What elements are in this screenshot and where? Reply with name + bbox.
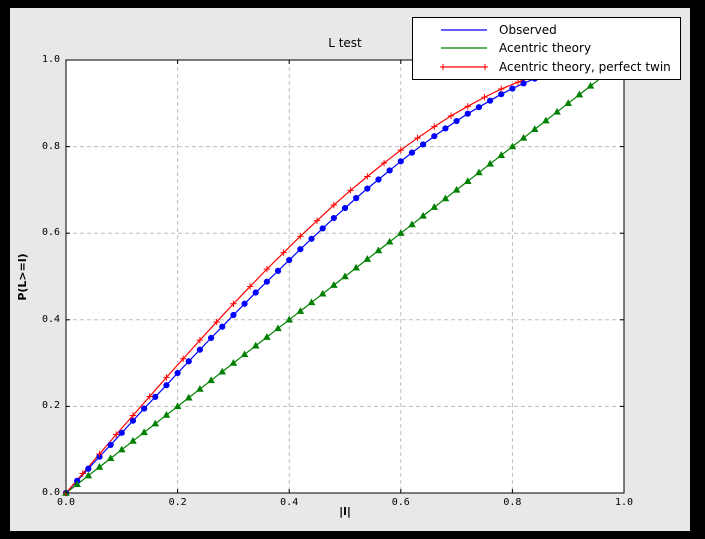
legend-label: Acentric theory <box>499 41 592 56</box>
y-tick-label: 0.4 <box>41 313 60 325</box>
chart-title: L test <box>328 36 362 50</box>
y-tick-label: 1.0 <box>41 54 60 65</box>
legend-line-sample-acentric-theory <box>441 47 487 50</box>
legend-line-sample-perfect-twin <box>440 63 488 70</box>
x-tick-label: 0.4 <box>280 497 299 508</box>
legend-item-perfect-twin: Acentric theory, perfect twin <box>413 58 680 76</box>
x-tick-label: 1.0 <box>614 497 634 508</box>
legend-item-observed: Observed <box>413 21 680 39</box>
x-tick-label: 0.6 <box>391 497 410 508</box>
x-axis-label: |l| <box>339 505 351 518</box>
x-tick-label: 0.8 <box>503 497 522 508</box>
legend-box: Observed Acentric theory Acentric theory… <box>412 17 681 80</box>
x-tick-label: 0.0 <box>56 497 76 508</box>
y-axis-label: P(L>=l) <box>16 253 29 301</box>
legend-line-sample-observed <box>441 29 487 31</box>
legend-item-acentric-theory: Acentric theory <box>413 39 680 57</box>
legend-label: Acentric theory, perfect twin <box>499 59 671 74</box>
y-tick-label: 0.6 <box>41 227 60 239</box>
y-tick-label: 0.8 <box>41 140 60 152</box>
legend-label: Observed <box>499 23 557 38</box>
y-tick-label: 0.0 <box>41 487 60 498</box>
y-tick-label: 0.2 <box>41 400 60 412</box>
x-tick-label: 0.2 <box>168 497 187 508</box>
